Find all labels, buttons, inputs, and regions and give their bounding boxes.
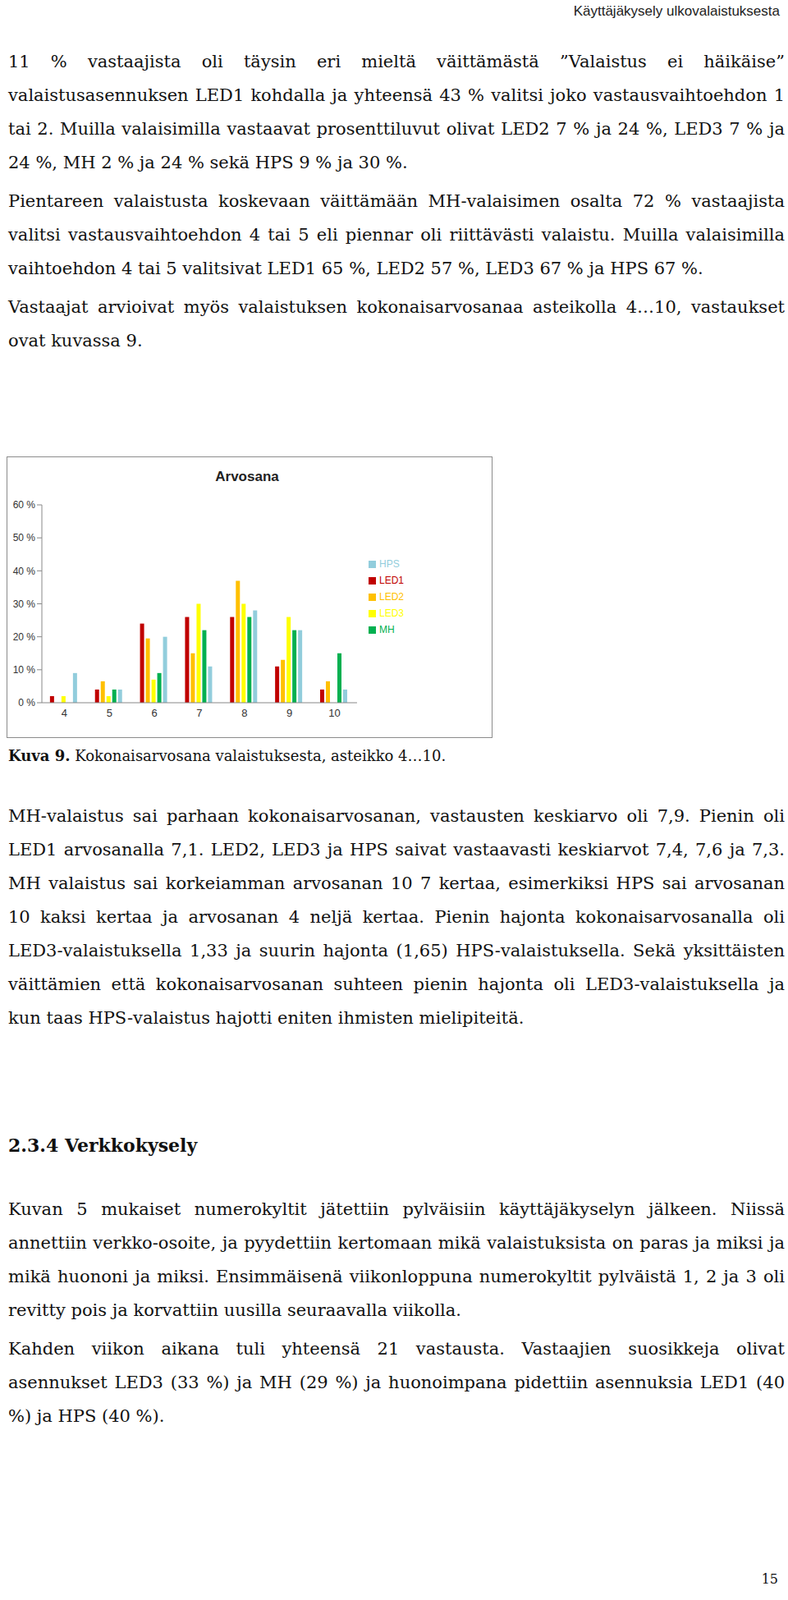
html-text:HPS: HPS [379, 557, 400, 570]
html-text:Kahden viikon aikana tuli yhte: Kahden viikon aikana tuli yhteensä 21 va… [8, 1338, 785, 1426]
svg-text:0 %: 0 % [18, 696, 36, 709]
html-text:Pientareen valaistusta koskeva: Pientareen valaistusta koskevaan väittäm… [8, 191, 785, 279]
html-text:Käyttäjäkysely ulkovalaistukse: Käyttäjäkysely ulkovalaistuksesta [573, 3, 780, 19]
svg-text:60 %: 60 % [13, 499, 37, 511]
html-text:MH: MH [379, 623, 395, 635]
svg-text:4: 4 [61, 706, 68, 720]
html-text:Vastaajat arvioivat myös valai: Vastaajat arvioivat myös valaistuksen ko… [8, 297, 785, 351]
html-text:11 % vastaajista oli täysin er: 11 % vastaajista oli täysin eri mieltä v… [8, 51, 785, 173]
svg-text:5: 5 [106, 706, 113, 720]
html-text:Kuva 9. Kokonaisarvosana valai: Kuva 9. Kokonaisarvosana valaistuksesta,… [8, 746, 446, 765]
svg-text:30 %: 30 % [13, 598, 37, 610]
html-text:Kuvan 5 mukaiset numerokyltit: Kuvan 5 mukaiset numerokyltit jätettiin … [8, 1199, 785, 1320]
svg-text:6: 6 [151, 706, 158, 720]
svg-text:20 %: 20 % [13, 631, 37, 643]
html-text:LED1: LED1 [379, 574, 404, 586]
svg-text:40 %: 40 % [13, 565, 37, 578]
html-text:LED3: LED3 [379, 607, 404, 619]
svg-text:10 %: 10 % [13, 664, 37, 676]
html-text:2.3.4 Verkkokysely: 2.3.4 Verkkokysely [8, 1134, 198, 1156]
html-text:15: 15 [761, 1571, 779, 1587]
html-text:MH-valaistus sai parhaan kokon: MH-valaistus sai parhaan kokonaisarvosan… [8, 806, 785, 1028]
svg-text:7: 7 [196, 706, 202, 720]
html-text:LED2: LED2 [379, 590, 404, 603]
html-text:Arvosana: Arvosana [215, 468, 279, 485]
svg-text:8: 8 [241, 706, 248, 720]
svg-text:10: 10 [328, 706, 340, 720]
svg-text:50 %: 50 % [13, 531, 37, 544]
svg-text:9: 9 [286, 706, 293, 720]
